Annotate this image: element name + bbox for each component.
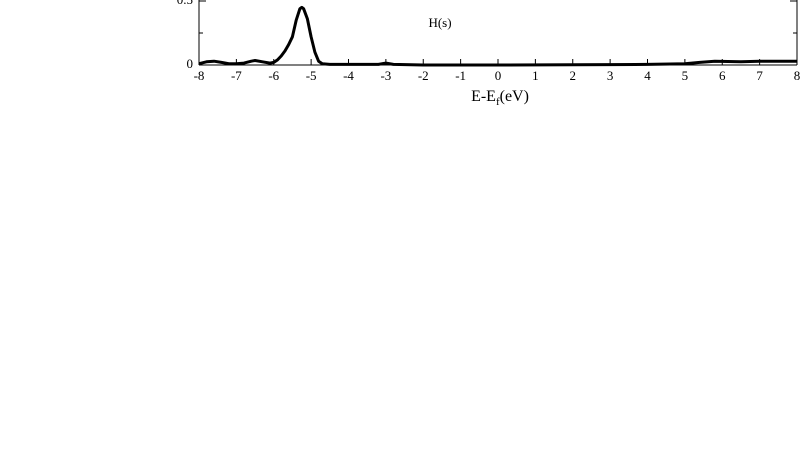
- x-tick-label: -1: [455, 68, 466, 83]
- x-tick-label: -3: [380, 68, 391, 83]
- x-tick-label: 6: [719, 68, 726, 83]
- x-tick-label: 7: [756, 68, 763, 83]
- x-axis-label: E-Ef(eV): [471, 88, 529, 108]
- y-tick-label: 0.5: [177, 0, 193, 7]
- x-tick-label: 3: [607, 68, 614, 83]
- x-tick-label: 4: [644, 68, 651, 83]
- x-tick-label: 1: [532, 68, 539, 83]
- x-tick-label: 8: [794, 68, 800, 83]
- x-tick-label: -8: [194, 68, 205, 83]
- y-tick-label: 0: [187, 56, 194, 71]
- x-tick-label: 5: [682, 68, 689, 83]
- x-tick-label: 2: [570, 68, 577, 83]
- annotation: H(s): [428, 15, 451, 30]
- x-tick-label: -6: [268, 68, 279, 83]
- x-label-suffix: (eV): [500, 88, 529, 105]
- x-label-main: E-E: [471, 88, 496, 105]
- x-label-sub: f: [496, 96, 500, 108]
- x-tick-label: -5: [306, 68, 317, 83]
- x-tick-label: 0: [495, 68, 502, 83]
- x-tick-label: -4: [343, 68, 354, 83]
- data-line: [198, 5, 797, 67]
- x-tick-label: -2: [418, 68, 429, 83]
- x-tick-label: -7: [231, 68, 242, 83]
